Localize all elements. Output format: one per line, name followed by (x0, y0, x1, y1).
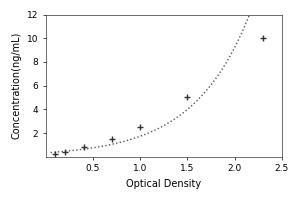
Y-axis label: Concentration(ng/mL): Concentration(ng/mL) (11, 32, 21, 139)
X-axis label: Optical Density: Optical Density (126, 179, 201, 189)
